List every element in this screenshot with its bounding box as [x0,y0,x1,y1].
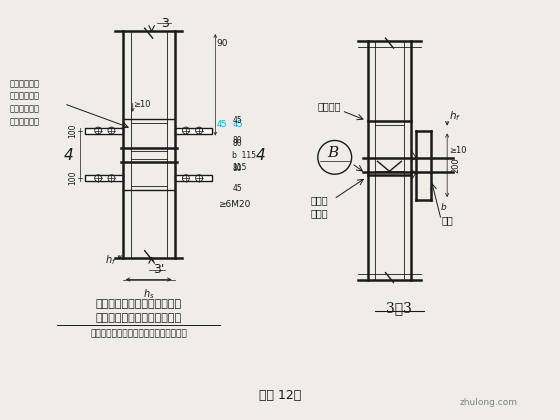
Text: 4: 4 [255,148,265,163]
Text: ≥6M20: ≥6M20 [218,200,251,209]
Text: b: b [440,203,446,212]
Text: ≥10: ≥10 [449,146,466,155]
Text: 端隔板: 端隔板 [311,208,329,218]
Text: 45: 45 [232,184,242,193]
Text: 安装耳板和水平加劲肋的构造: 安装耳板和水平加劲肋的构造 [96,313,182,323]
Text: 在此范围内，: 在此范围内， [10,79,39,88]
Text: 焊通坡口焊。: 焊通坡口焊。 [10,118,39,126]
Text: 焊缝应采用全: 焊缝应采用全 [10,105,39,114]
Text: 下柱顶: 下柱顶 [311,195,329,205]
Text: 夹紧固的铝塑: 夹紧固的铝塑 [10,92,39,101]
Text: 80: 80 [232,136,242,145]
Text: 100: 100 [68,171,77,186]
Text: $h_f$: $h_f$ [449,109,461,123]
Text: 3－3: 3－3 [386,302,412,315]
Text: 3: 3 [161,17,169,30]
Bar [175,128,212,134]
Text: zhulong.com: zhulong.com [460,398,518,407]
Text: 4: 4 [64,148,74,163]
Text: （图 12）: （图 12） [259,389,301,402]
Bar [85,175,123,181]
Text: 45: 45 [216,120,227,129]
Text: 115: 115 [232,163,246,172]
Text: 45: 45 [232,120,242,129]
Text: 80: 80 [232,139,242,148]
Text: 45: 45 [232,116,242,125]
Bar [175,175,212,181]
Text: 3': 3' [153,263,164,276]
Bar [85,128,123,134]
Text: 90: 90 [216,39,228,47]
Text: B: B [327,147,338,160]
Text: ≥10: ≥10 [133,100,150,109]
Text: 100: 100 [68,123,77,138]
Text: b  115: b 115 [232,151,256,160]
Text: （箱壁采用全焊透的坡口对接焊缝连接）: （箱壁采用全焊透的坡口对接焊缝连接） [90,329,187,338]
Text: 箱形截面柱的工地拼接及设置: 箱形截面柱的工地拼接及设置 [96,299,182,310]
Text: $h_s$: $h_s$ [143,287,155,301]
Text: 耳板: 耳板 [441,215,453,225]
Text: 80: 80 [232,164,242,173]
Text: 上柱隔板: 上柱隔板 [318,101,342,111]
Text: 200: 200 [451,158,460,173]
Text: $h_f$: $h_f$ [105,253,117,267]
